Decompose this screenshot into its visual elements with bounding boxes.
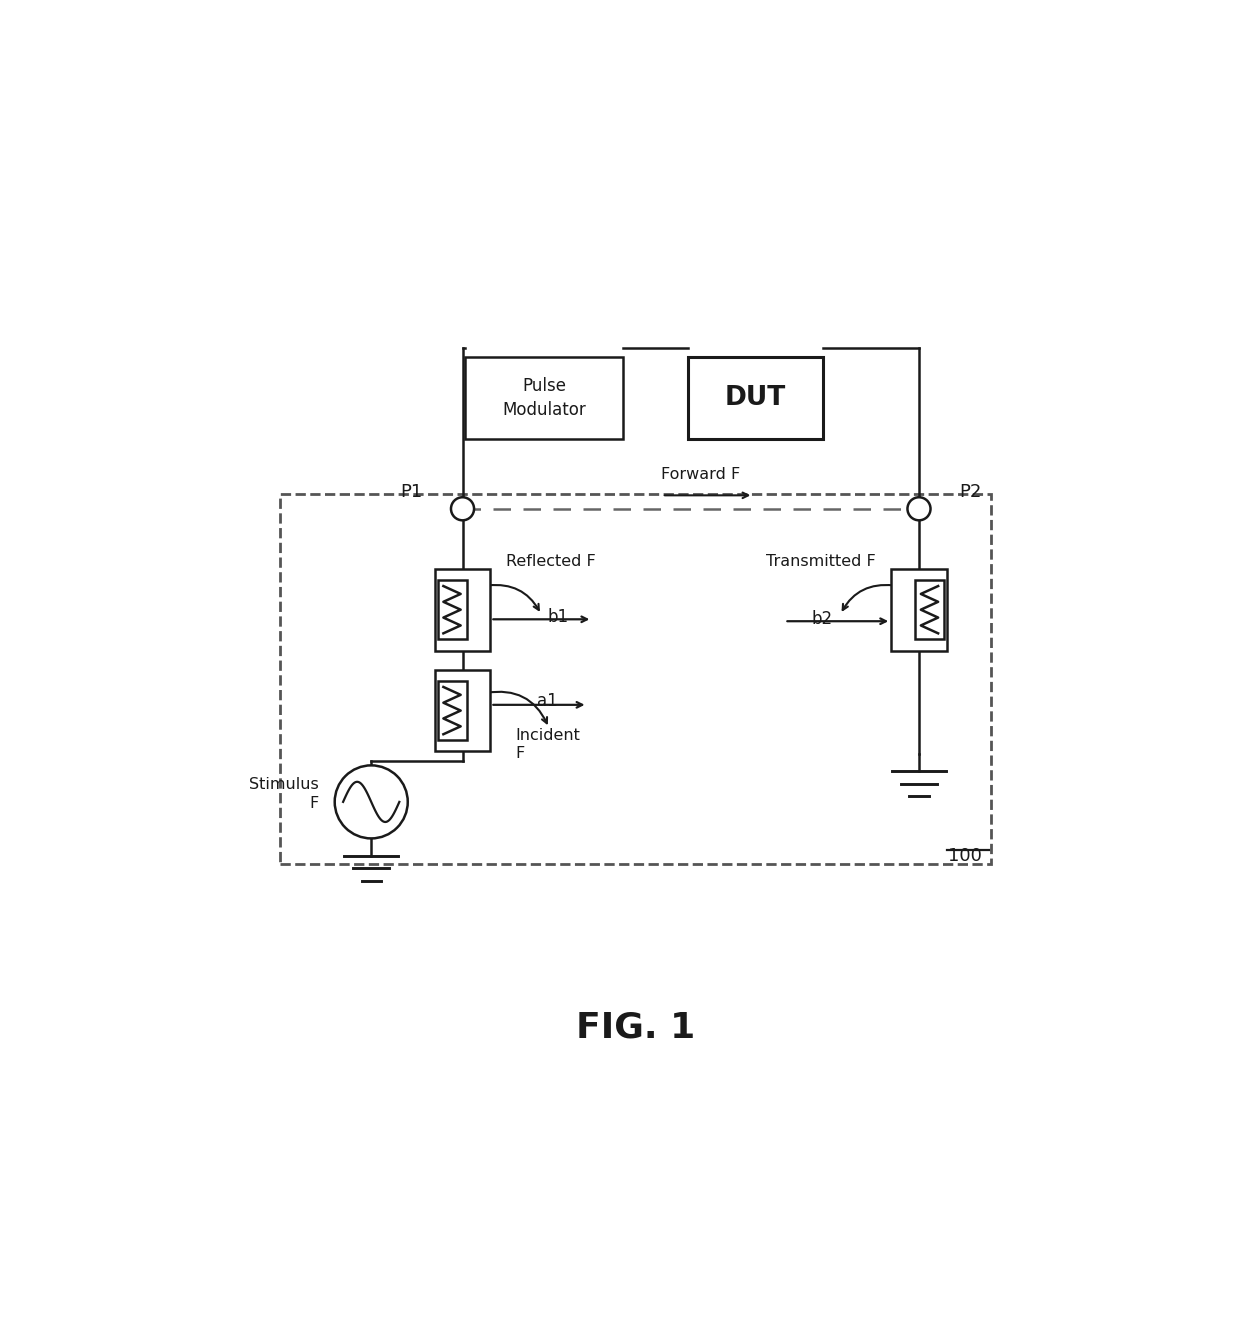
Bar [438,580,466,639]
Text: P2: P2 [960,483,982,500]
Text: Incident
F: Incident F [516,728,580,761]
Text: a1: a1 [537,692,558,709]
Bar [892,568,947,651]
Bar [688,358,823,439]
Text: Forward F: Forward F [661,467,740,482]
Text: b1: b1 [547,608,568,627]
Bar [438,681,466,740]
Text: Reflected F: Reflected F [506,554,595,570]
Bar [915,580,944,639]
Text: FIG. 1: FIG. 1 [575,1010,696,1045]
Text: Transmitted F: Transmitted F [766,554,875,570]
Bar [280,494,991,864]
Text: P1: P1 [401,483,422,500]
Circle shape [451,498,474,520]
Text: Pulse
Modulator: Pulse Modulator [502,378,587,419]
Bar [465,358,624,439]
Bar [435,568,490,651]
Circle shape [908,498,930,520]
Circle shape [335,765,408,839]
Text: Stimulus
F: Stimulus F [248,777,319,811]
Text: 100: 100 [947,847,982,865]
Bar [435,669,490,752]
Text: b2: b2 [811,611,832,628]
Text: DUT: DUT [725,385,786,411]
